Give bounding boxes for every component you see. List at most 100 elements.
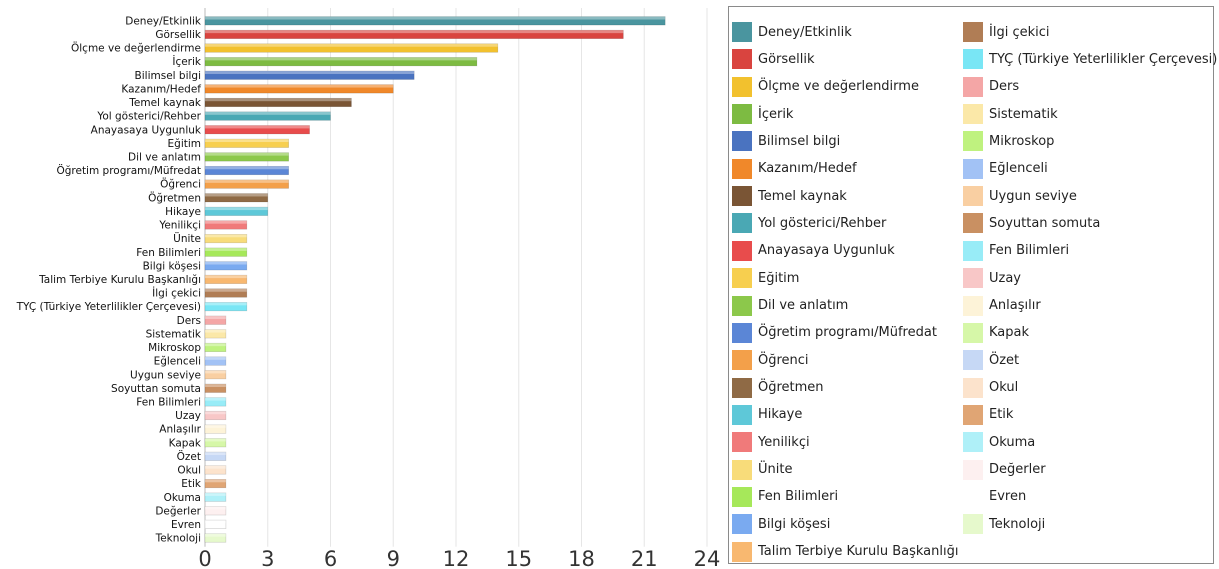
legend-item: Hikaye <box>732 404 802 426</box>
category-label: Değerler <box>155 505 201 517</box>
bar-highlight <box>205 84 394 88</box>
legend-label: Kazanım/Hedef <box>758 161 857 177</box>
bar <box>204 329 227 339</box>
bar-highlight <box>205 166 289 170</box>
legend-item: Öğretim programı/Müfredat <box>732 322 937 344</box>
x-tick-label: 18 <box>568 547 595 569</box>
bar <box>204 70 415 80</box>
bar <box>204 247 248 257</box>
category-label: Etik <box>181 478 202 490</box>
legend-swatch <box>732 295 752 316</box>
legend-swatch <box>732 213 752 234</box>
legend-item: Deney/Etkinlik <box>732 21 852 43</box>
legend-label: TYÇ (Türkiye Yeterlilikler Çerçevesi) <box>989 51 1218 67</box>
x-tick-label: 12 <box>443 547 470 569</box>
category-label: Fen Bilimleri <box>136 396 201 408</box>
legend-label: İlgi çekici <box>989 24 1050 40</box>
legend-item: Eğlenceli <box>963 158 1048 180</box>
legend-swatch <box>732 486 752 507</box>
bar <box>204 478 227 489</box>
category-label: Mikroskop <box>148 342 201 354</box>
bar <box>204 165 289 176</box>
legend-swatch <box>732 432 752 453</box>
x-tick-label: 24 <box>694 547 720 569</box>
bar <box>204 383 227 393</box>
legend-swatch <box>963 186 983 207</box>
category-label: İlgi çekici <box>152 287 201 300</box>
category-label: Sistematik <box>146 328 202 340</box>
legend-item: Anlaşılır <box>963 295 1041 317</box>
bar-highlight <box>205 275 247 279</box>
bar <box>204 43 499 53</box>
bar <box>204 193 269 203</box>
bar-highlight <box>205 247 247 251</box>
legend-swatch <box>963 76 983 97</box>
legend-label: Temel kaynak <box>758 188 847 204</box>
bar-highlight <box>205 43 498 47</box>
legend-item: Bilgi köşesi <box>732 513 830 535</box>
legend-item: Okuma <box>963 431 1035 453</box>
legend-label: Ölçme ve değerlendirme <box>758 79 919 95</box>
category-label: Anayasaya Uygunluk <box>91 124 202 136</box>
x-tick-label: 0 <box>198 547 211 569</box>
bar-highlight <box>205 16 666 20</box>
x-tick-label: 21 <box>631 547 658 569</box>
bar <box>204 342 227 352</box>
legend-swatch <box>732 514 752 535</box>
legend-item: Bilimsel bilgi <box>732 130 840 152</box>
legend-swatch <box>732 240 752 261</box>
legend-label: Kapak <box>989 325 1030 341</box>
bar <box>204 138 289 148</box>
legend-item: Mikroskop <box>963 130 1054 152</box>
legend-label: Etik <box>989 407 1014 423</box>
category-label: Kapak <box>169 437 202 449</box>
legend-item: Talim Terbiye Kurulu Başkanlığı <box>732 541 958 563</box>
category-label: Ders <box>177 315 201 327</box>
category-label: Öğrenci <box>160 178 201 191</box>
bar <box>204 302 248 312</box>
bar-highlight <box>205 343 226 347</box>
bar-highlight <box>205 261 247 265</box>
x-tick-label: 9 <box>387 547 400 569</box>
x-tick-label: 6 <box>324 547 337 569</box>
category-label: Okul <box>177 465 201 477</box>
legend-item: Yenilikçi <box>732 431 810 453</box>
legend-item: Fen Bilimleri <box>963 240 1069 262</box>
legend-item: Ölçme ve değerlendirme <box>732 76 919 98</box>
legend-item: Soyuttan somuta <box>963 212 1100 234</box>
bar <box>204 397 227 407</box>
legend-label: Teknoloji <box>989 516 1046 532</box>
legend-swatch <box>963 350 983 371</box>
legend-swatch <box>963 486 983 507</box>
bar-highlight <box>205 179 289 183</box>
bar <box>204 57 478 67</box>
legend-item: Etik <box>963 404 1013 426</box>
bar-highlight <box>205 302 247 306</box>
legend-swatch <box>732 49 752 70</box>
category-label: Uzay <box>175 410 201 422</box>
legend-label: Özet <box>989 352 1020 368</box>
legend-item: Uygun seviye <box>963 185 1077 207</box>
bar-highlight <box>205 411 226 415</box>
legend: Deney/Etkinlik Görsellik Ölçme ve değerlen… <box>728 6 1218 564</box>
legend-label: Okuma <box>989 434 1036 450</box>
legend-swatch <box>963 49 983 70</box>
category-label: Yol gösterici/Rehber <box>96 111 201 123</box>
category-label: Eğlenceli <box>154 356 201 368</box>
legend-label: Anayasaya Uygunluk <box>758 243 895 259</box>
category-label: Talim Terbiye Kurulu Başkanlığı <box>38 274 201 286</box>
bar-highlight <box>205 111 331 115</box>
category-label: Bilgi köşesi <box>143 260 201 272</box>
legend-swatch <box>732 131 752 152</box>
legend-label: Uygun seviye <box>989 188 1077 204</box>
legend-swatch <box>732 541 752 562</box>
legend-swatch <box>963 158 983 179</box>
legend-label: Deney/Etkinlik <box>758 24 852 40</box>
category-label: Uygun seviye <box>130 369 201 381</box>
category-label: Kazanım/Hedef <box>121 83 201 95</box>
legend-label: Ünite <box>758 462 793 478</box>
bar <box>204 451 227 461</box>
legend-label: Öğrenci <box>758 352 809 368</box>
bar-highlight <box>205 57 477 61</box>
